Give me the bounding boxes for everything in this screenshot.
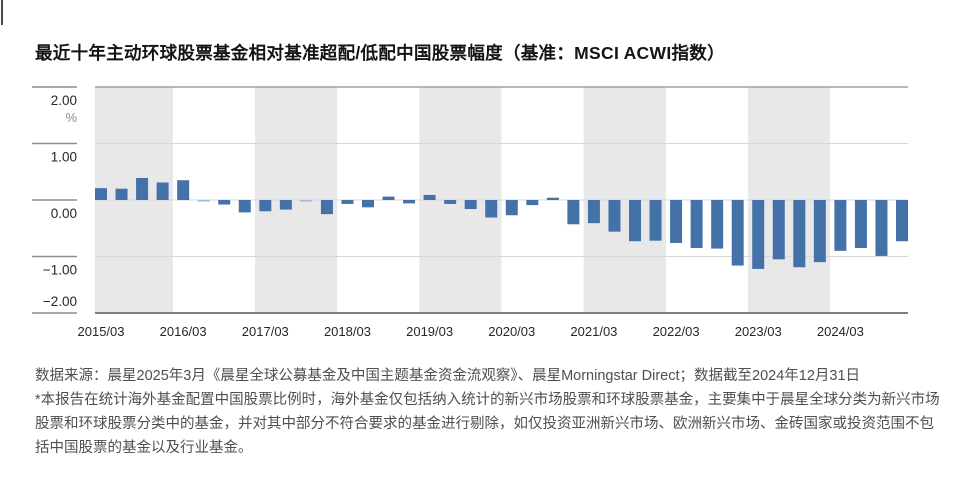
bar — [362, 200, 374, 208]
bar — [546, 197, 559, 200]
bar — [587, 200, 600, 224]
bar — [526, 200, 539, 206]
bar — [197, 200, 210, 202]
bar — [382, 196, 395, 200]
bar — [423, 194, 436, 200]
bar — [608, 200, 621, 232]
x-tick-label: 2018/03 — [324, 324, 371, 339]
y-tick-label: −1.00 — [43, 263, 77, 278]
bar — [649, 200, 662, 241]
bar — [690, 200, 703, 249]
bar — [320, 200, 333, 215]
bar — [629, 200, 641, 242]
x-tick-label: 2017/03 — [242, 324, 289, 339]
x-tick-label: 2015/03 — [78, 324, 125, 339]
bar — [670, 200, 683, 243]
bar — [793, 200, 806, 268]
chart-title: 最近十年主动环球股票基金相对基准超配/低配中国股票幅度（基准：MSCI ACWI… — [35, 43, 725, 63]
data-source-note: 数据来源：晨星2025年3月《晨星全球公募基金及中国主题基金资金流观察》、晨星M… — [35, 368, 861, 384]
bar — [485, 200, 498, 218]
bar — [896, 200, 908, 242]
bar — [567, 200, 580, 225]
x-tick-label: 2019/03 — [406, 324, 453, 339]
y-axis-unit-label: % — [65, 110, 77, 125]
bar — [731, 200, 744, 266]
y-tick-label: 0.00 — [51, 206, 77, 221]
x-tick-label: 2023/03 — [735, 324, 782, 339]
bar — [156, 182, 169, 200]
bar — [95, 188, 107, 200]
bar — [875, 200, 888, 256]
x-tick-label: 2016/03 — [160, 324, 207, 339]
bar — [238, 200, 251, 213]
bar — [115, 188, 128, 200]
bar — [464, 200, 477, 210]
bar — [136, 177, 149, 200]
bar — [834, 200, 847, 251]
bar — [752, 200, 765, 269]
x-tick-label: 2022/03 — [653, 324, 700, 339]
bar — [218, 200, 231, 205]
bar — [403, 200, 416, 204]
bar — [177, 180, 190, 200]
y-tick-label: 1.00 — [51, 150, 77, 165]
bar — [341, 200, 354, 204]
y-tick-label: 2.00 — [51, 93, 77, 108]
bar — [772, 200, 785, 260]
bar — [259, 200, 272, 212]
screen-edge-artifact — [1, 0, 3, 25]
bar — [279, 200, 292, 210]
bar — [505, 200, 518, 216]
bar — [300, 200, 313, 202]
bar — [854, 200, 867, 249]
bar — [813, 200, 826, 263]
x-tick-label: 2024/03 — [817, 324, 864, 339]
bar — [444, 200, 457, 204]
bar — [711, 200, 724, 249]
x-tick-label: 2020/03 — [488, 324, 535, 339]
x-tick-label: 2021/03 — [570, 324, 617, 339]
y-tick-label: −2.00 — [43, 294, 77, 309]
chart-footnotes: 数据来源：晨星2025年3月《晨星全球公募基金及中国主题基金资金流观察》、晨星M… — [35, 364, 943, 460]
methodology-note: *本报告在统计海外基金配置中国股票比例时，海外基金仅包括纳入统计的新兴市场股票和… — [35, 392, 940, 456]
